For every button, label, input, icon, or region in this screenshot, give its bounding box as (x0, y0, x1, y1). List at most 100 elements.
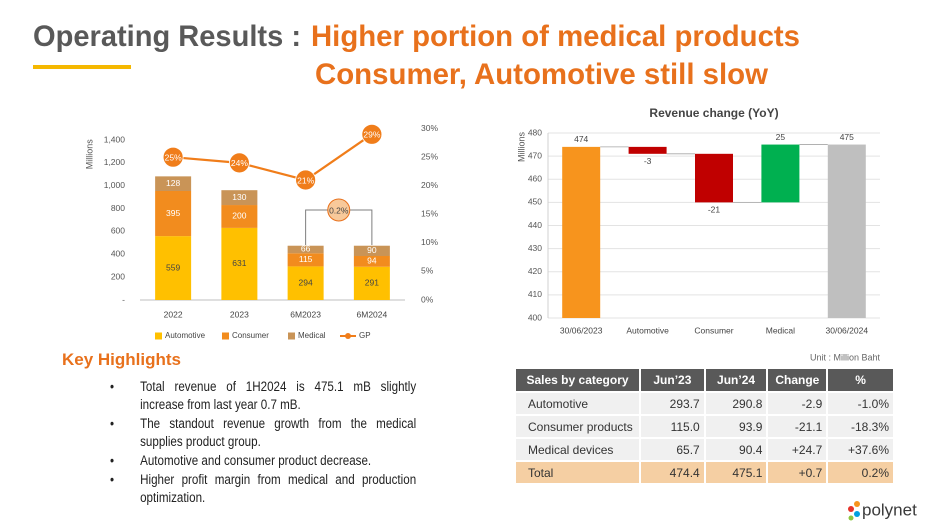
y-axis-title: Millions (516, 132, 526, 163)
bar-segment (155, 236, 192, 300)
legend-marker (345, 333, 351, 339)
gp-label: 29% (363, 130, 380, 140)
highlights-list: Total revenue of 1H2024 is 475.1 mB slig… (110, 378, 416, 507)
x-tick-label: Consumer (694, 325, 733, 335)
waterfall-bar (761, 144, 800, 203)
bar-label: 66 (301, 244, 311, 254)
title-line2: Consumer, Automotive still slow (315, 58, 769, 91)
y-tick-label: 450 (528, 197, 542, 207)
x-tick-label: 30/06/2024 (826, 325, 869, 335)
waterfall-bar (695, 153, 733, 203)
title-line1: Higher portion of medical products (311, 20, 800, 53)
total-row: Total 474.4 475.1 +0.7 0.2% (513, 460, 895, 485)
table-cell: 290.8 (703, 391, 769, 416)
bar-segment (287, 266, 324, 300)
logo: polynet (848, 500, 917, 521)
x-tick-label: Medical (766, 325, 795, 335)
bar-segment (353, 256, 390, 267)
gp-marker (162, 146, 184, 168)
bar-label: 294 (299, 277, 313, 287)
bar-label: -21 (708, 205, 721, 215)
table-cell: 0.2% (826, 460, 895, 485)
y-tick-label: 400 (111, 249, 125, 259)
title-underline (33, 65, 131, 69)
legend-label: Medical (298, 331, 326, 340)
table-cell: +37.6% (826, 437, 895, 462)
column-header: Jun’23 (639, 367, 706, 393)
table-cell: -2.9 (766, 391, 829, 416)
y2-tick-label: 30% (421, 123, 438, 133)
waterfall-bar (628, 146, 667, 154)
y-tick-label: 1,000 (104, 180, 126, 190)
y-tick-label: 800 (111, 203, 125, 213)
sales-table: Sales by category Jun’23 Jun’24 Change% Aut… (513, 367, 895, 485)
bar-segment (353, 266, 390, 300)
table-cell: Medical devices (513, 437, 642, 462)
legend-swatch (155, 332, 162, 340)
table-cell: +24.7 (766, 437, 829, 462)
table-cell: 65.7 (639, 437, 706, 462)
y-tick-label: 460 (528, 174, 542, 184)
table-cell: Total (513, 460, 642, 485)
bar-segment (287, 253, 324, 267)
y-tick-label: 440 (528, 220, 542, 230)
x-tick-label: 6M2024 (357, 309, 388, 319)
table-cell: 90.4 (703, 437, 769, 462)
y-tick-label: 1,400 (104, 134, 126, 144)
bar-label: 25 (776, 132, 786, 142)
y-tick-label: 470 (528, 150, 542, 160)
column-header: Sales by category (513, 367, 642, 393)
bar-label: 90 (367, 245, 377, 255)
y2-tick-label: 10% (421, 237, 438, 247)
bar-label: -3 (644, 156, 652, 166)
legend-label: Automotive (165, 331, 206, 340)
y-tick-label: 410 (528, 289, 542, 299)
chart-title: Revenue change (YoY) (649, 106, 778, 120)
bar-label: 474 (574, 134, 588, 144)
x-tick-label: 2023 (230, 309, 249, 319)
table-cell: -21.1 (766, 414, 829, 439)
waterfall-bar (562, 146, 601, 318)
bar-label: 631 (232, 258, 246, 268)
bar-label: 200 (232, 211, 246, 221)
legend-swatch (222, 332, 229, 340)
x-tick-label: 6M2023 (290, 309, 321, 319)
bar-segment (221, 205, 258, 228)
bar-label: 94 (367, 256, 377, 266)
waterfall-bar (827, 144, 866, 318)
y2-tick-label: 25% (421, 151, 438, 161)
x-tick-label: Automotive (626, 325, 669, 335)
bar-label: 291 (365, 278, 379, 288)
bar-label: 475 (840, 132, 854, 142)
y-tick-label: - (122, 294, 125, 304)
y-tick-label: 430 (528, 243, 542, 253)
y-tick-label: 480 (528, 127, 542, 137)
legend-swatch (288, 332, 295, 340)
annotation-badge (327, 198, 351, 222)
y-tick-label: 420 (528, 266, 542, 276)
table-cell: 115.0 (639, 414, 706, 439)
table-cell: -1.0% (826, 391, 895, 416)
y2-tick-label: 20% (421, 180, 438, 190)
legend-label: GP (359, 331, 371, 340)
logo-dot (854, 501, 860, 507)
bar-label: 130 (232, 192, 246, 202)
gp-label: 24% (231, 158, 248, 168)
y2-tick-label: 15% (421, 209, 438, 219)
bar-segment (155, 176, 192, 191)
column-header: Change (766, 367, 829, 393)
gp-marker (361, 123, 383, 145)
table-cell: 293.7 (639, 391, 706, 416)
highlight-item: The standout revenue growth from the med… (110, 415, 416, 451)
table-cell: 474.4 (639, 460, 706, 485)
highlights-title: Key Highlights (62, 350, 182, 369)
table-row: Medical devices 65.7 90.4 +24.7 +37.6% (513, 437, 895, 462)
y2-tick-label: 0% (421, 294, 434, 304)
bar-label: 128 (166, 178, 180, 188)
table-cell: Automotive (513, 391, 642, 416)
bar-segment (221, 190, 258, 206)
highlight-item: Automotive and consumer product decrease… (110, 452, 416, 470)
y-tick-label: 600 (111, 226, 125, 236)
